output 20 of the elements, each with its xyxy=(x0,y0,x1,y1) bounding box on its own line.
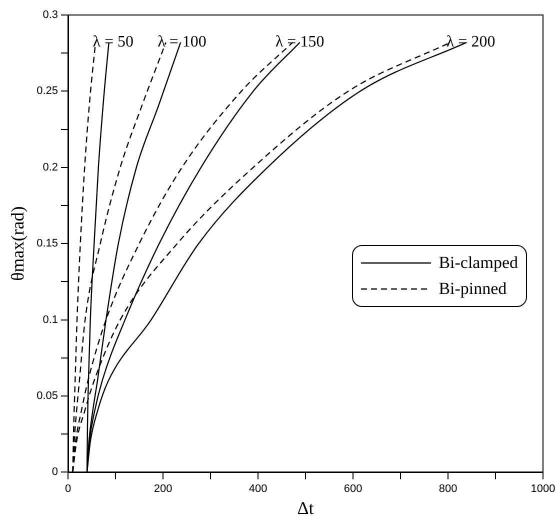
annotation: λ = 150 xyxy=(275,34,324,51)
y-tick-label: 0 xyxy=(52,466,58,478)
y-tick-label: 0.15 xyxy=(36,238,58,250)
legend-label: Bi-clamped xyxy=(438,252,518,274)
legend-label: Bi-pinned xyxy=(438,278,507,300)
x-tick-label: 600 xyxy=(344,482,362,495)
y-tick-label: 0.05 xyxy=(36,390,58,402)
y-tick-label: 0.3 xyxy=(42,9,58,22)
y-tick-label: 0.2 xyxy=(42,161,58,174)
annotation: λ = 100 xyxy=(158,34,206,51)
y-tick-label: 0.1 xyxy=(42,314,58,326)
x-tick-label: 0 xyxy=(64,482,72,495)
y-axis-title: θmax(rad) xyxy=(8,206,28,281)
annotation: λ = 50 xyxy=(92,34,134,51)
x-tick-label: 200 xyxy=(154,482,172,495)
y-tick-label: 0.25 xyxy=(36,85,58,98)
x-tick-label: 800 xyxy=(438,482,458,495)
x-tick-label: 400 xyxy=(248,482,268,495)
x-axis-title: Δt xyxy=(297,498,314,518)
x-tick-label: 1000 xyxy=(530,482,556,495)
